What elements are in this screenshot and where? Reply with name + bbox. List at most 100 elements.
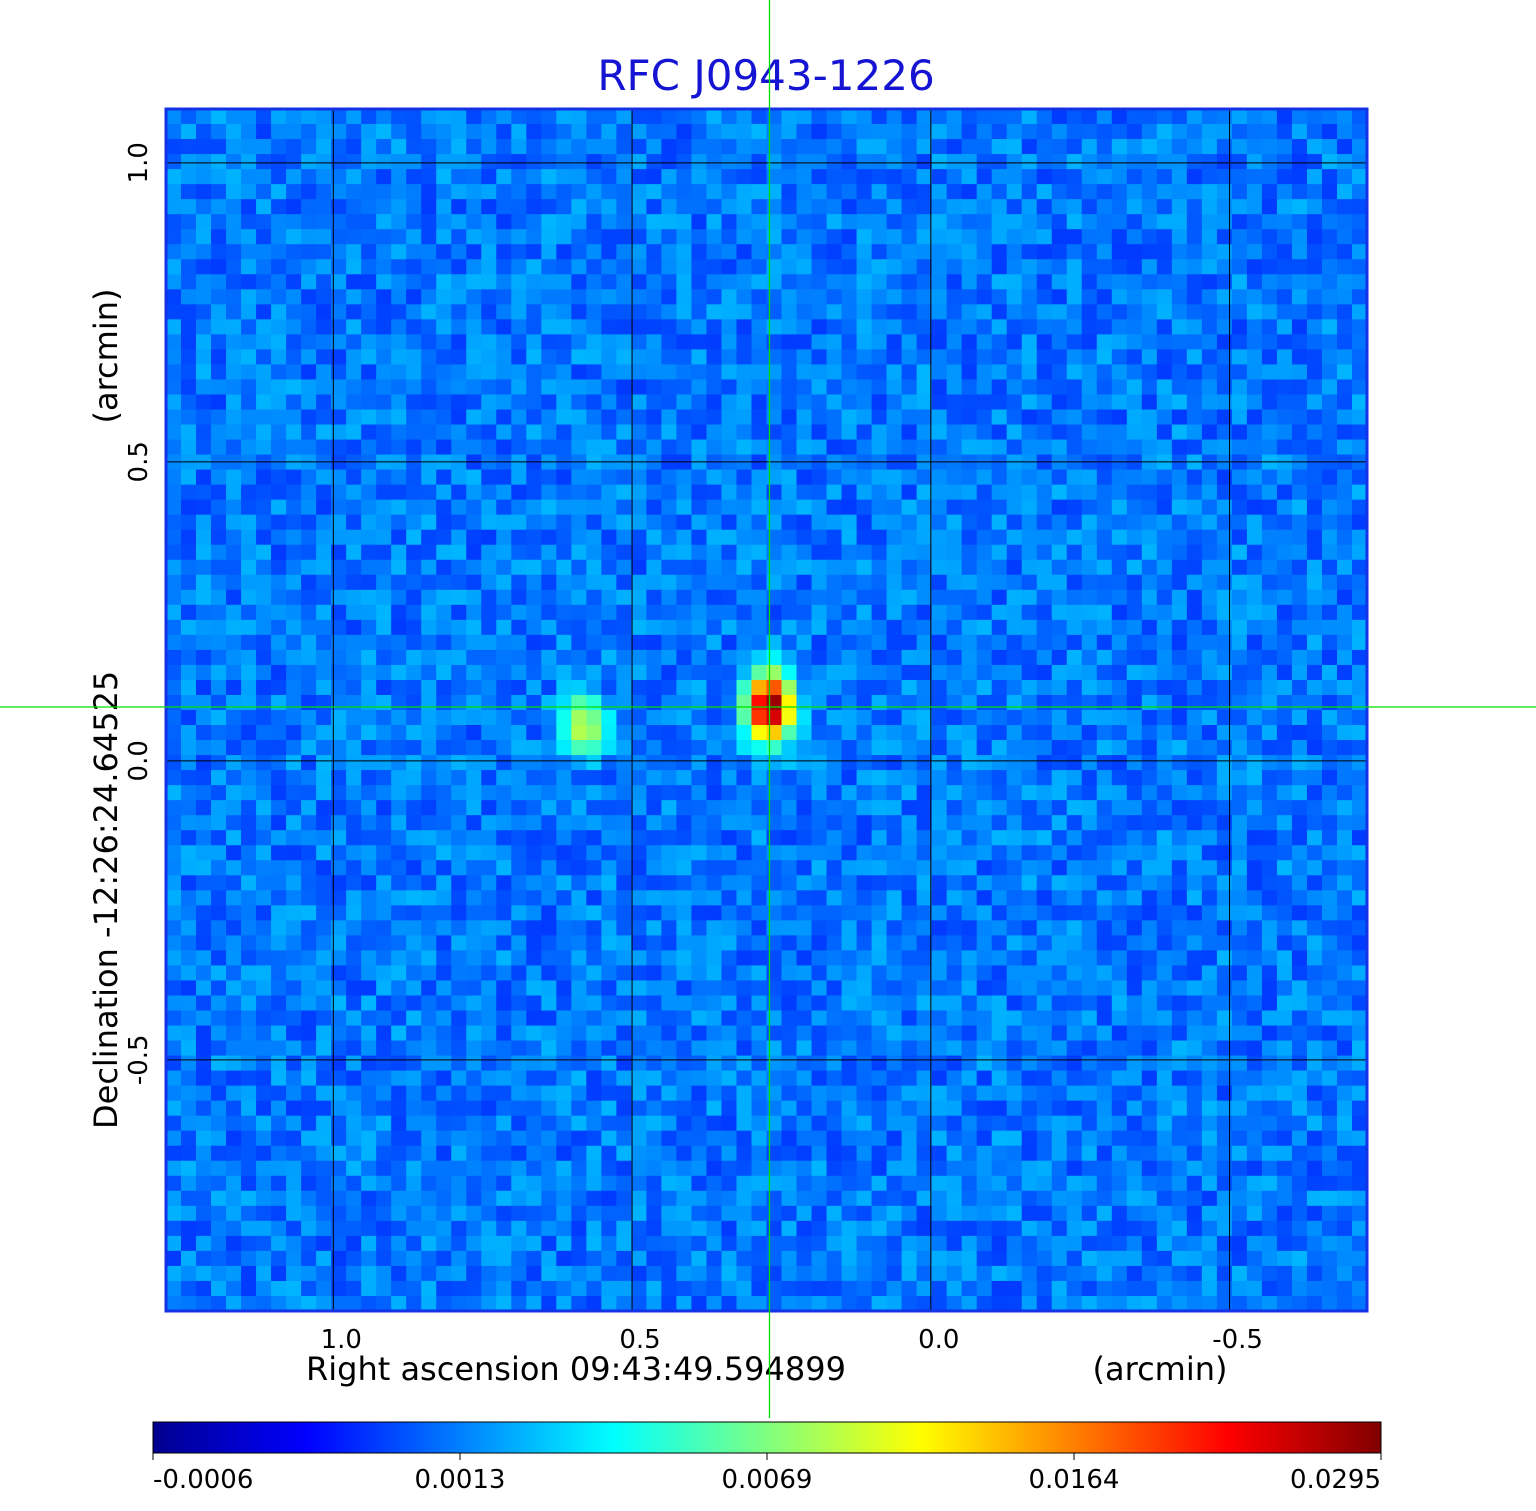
heatmap-cell bbox=[226, 319, 242, 335]
heatmap-cell bbox=[526, 649, 542, 666]
heatmap-cell bbox=[1111, 815, 1128, 831]
heatmap-cell bbox=[466, 424, 482, 441]
heatmap-cell bbox=[1156, 740, 1173, 756]
heatmap-cell bbox=[736, 484, 753, 501]
heatmap-cell bbox=[1111, 905, 1128, 921]
heatmap-cell bbox=[406, 890, 422, 906]
heatmap-cell bbox=[931, 199, 948, 215]
heatmap-cell bbox=[1276, 845, 1293, 861]
heatmap-cell bbox=[1306, 169, 1323, 185]
heatmap-cell bbox=[1351, 860, 1368, 876]
heatmap-cell bbox=[646, 755, 663, 771]
heatmap-cell bbox=[1021, 890, 1038, 906]
heatmap-cell bbox=[1261, 965, 1278, 982]
heatmap-cell bbox=[1246, 890, 1263, 906]
heatmap-cell bbox=[751, 815, 768, 831]
heatmap-cell bbox=[676, 499, 693, 516]
heatmap-cell bbox=[676, 529, 693, 546]
heatmap-cell bbox=[736, 770, 753, 786]
heatmap-cell bbox=[301, 574, 317, 591]
heatmap-cell bbox=[1006, 544, 1023, 561]
heatmap-cell bbox=[586, 514, 602, 531]
heatmap-cell bbox=[1291, 755, 1308, 771]
heatmap-cell bbox=[286, 304, 302, 320]
heatmap-cell bbox=[841, 199, 858, 215]
heatmap-cell bbox=[616, 845, 632, 861]
heatmap-cell bbox=[361, 770, 377, 786]
heatmap-cell bbox=[931, 394, 948, 411]
heatmap-cell bbox=[706, 184, 723, 200]
heatmap-cell bbox=[196, 995, 212, 1012]
heatmap-cell bbox=[631, 439, 647, 456]
heatmap-cell bbox=[1321, 890, 1338, 906]
heatmap-cell bbox=[616, 664, 632, 681]
heatmap-cell bbox=[661, 679, 678, 696]
heatmap-cell bbox=[1186, 529, 1203, 546]
heatmap-cell bbox=[646, 1040, 663, 1057]
heatmap-cell bbox=[991, 604, 1008, 621]
heatmap-cell bbox=[841, 334, 858, 351]
heatmap-cell bbox=[961, 830, 978, 846]
heatmap-cell bbox=[706, 499, 723, 516]
heatmap-cell bbox=[1246, 980, 1263, 997]
heatmap-cell bbox=[1111, 154, 1128, 170]
heatmap-cell bbox=[676, 109, 693, 125]
heatmap-cell bbox=[1141, 499, 1158, 516]
heatmap-cell bbox=[211, 1010, 227, 1027]
heatmap-cell bbox=[571, 454, 587, 471]
heatmap-cell bbox=[1081, 875, 1098, 891]
heatmap-cell bbox=[241, 139, 257, 155]
heatmap-cell bbox=[901, 1025, 918, 1042]
heatmap-cell bbox=[676, 905, 693, 921]
heatmap-cell bbox=[1231, 244, 1248, 260]
heatmap-cell bbox=[331, 1040, 347, 1057]
heatmap-cell bbox=[406, 785, 422, 801]
heatmap-cell bbox=[181, 755, 197, 771]
heatmap-cell bbox=[886, 304, 903, 320]
heatmap-cell bbox=[541, 800, 557, 816]
heatmap-cell bbox=[556, 710, 572, 726]
heatmap-cell bbox=[1066, 229, 1083, 245]
heatmap-cell bbox=[541, 679, 557, 696]
heatmap-cell bbox=[766, 604, 783, 621]
heatmap-cell bbox=[976, 169, 993, 185]
heatmap-cell bbox=[1111, 890, 1128, 906]
heatmap-cell bbox=[601, 499, 617, 516]
heatmap-cell bbox=[1066, 214, 1083, 230]
heatmap-cell bbox=[211, 589, 227, 606]
heatmap-cell bbox=[1261, 349, 1278, 366]
heatmap-cell bbox=[616, 274, 632, 290]
heatmap-cell bbox=[586, 589, 602, 606]
heatmap-cell bbox=[391, 935, 407, 952]
heatmap-cell bbox=[1006, 349, 1023, 366]
heatmap-cell bbox=[1066, 679, 1083, 696]
heatmap-cell bbox=[556, 409, 572, 426]
heatmap-cell bbox=[1111, 244, 1128, 260]
heatmap-cell bbox=[751, 154, 768, 170]
heatmap-cell bbox=[316, 424, 332, 441]
heatmap-cell bbox=[256, 890, 272, 906]
heatmap-cell bbox=[1066, 139, 1083, 155]
heatmap-cell bbox=[451, 755, 467, 771]
heatmap-cell bbox=[661, 950, 678, 967]
heatmap-cell bbox=[346, 664, 362, 681]
heatmap-cell bbox=[241, 409, 257, 426]
heatmap-cell bbox=[361, 890, 377, 906]
heatmap-cell bbox=[331, 409, 347, 426]
heatmap-cell bbox=[1141, 770, 1158, 786]
heatmap-cell bbox=[556, 830, 572, 846]
heatmap-cell bbox=[181, 860, 197, 876]
heatmap-cell bbox=[346, 334, 362, 351]
heatmap-cell bbox=[601, 1025, 617, 1042]
heatmap-cell bbox=[766, 349, 783, 366]
heatmap-cell bbox=[1201, 169, 1218, 185]
heatmap-cell bbox=[721, 589, 738, 606]
heatmap-cell bbox=[571, 935, 587, 952]
heatmap-cell bbox=[316, 785, 332, 801]
heatmap-cell bbox=[1291, 815, 1308, 831]
heatmap-cell bbox=[451, 319, 467, 335]
heatmap-cell bbox=[961, 755, 978, 771]
heatmap-cell bbox=[826, 694, 843, 711]
heatmap-cell bbox=[1141, 634, 1158, 651]
heatmap-cell bbox=[811, 649, 828, 666]
